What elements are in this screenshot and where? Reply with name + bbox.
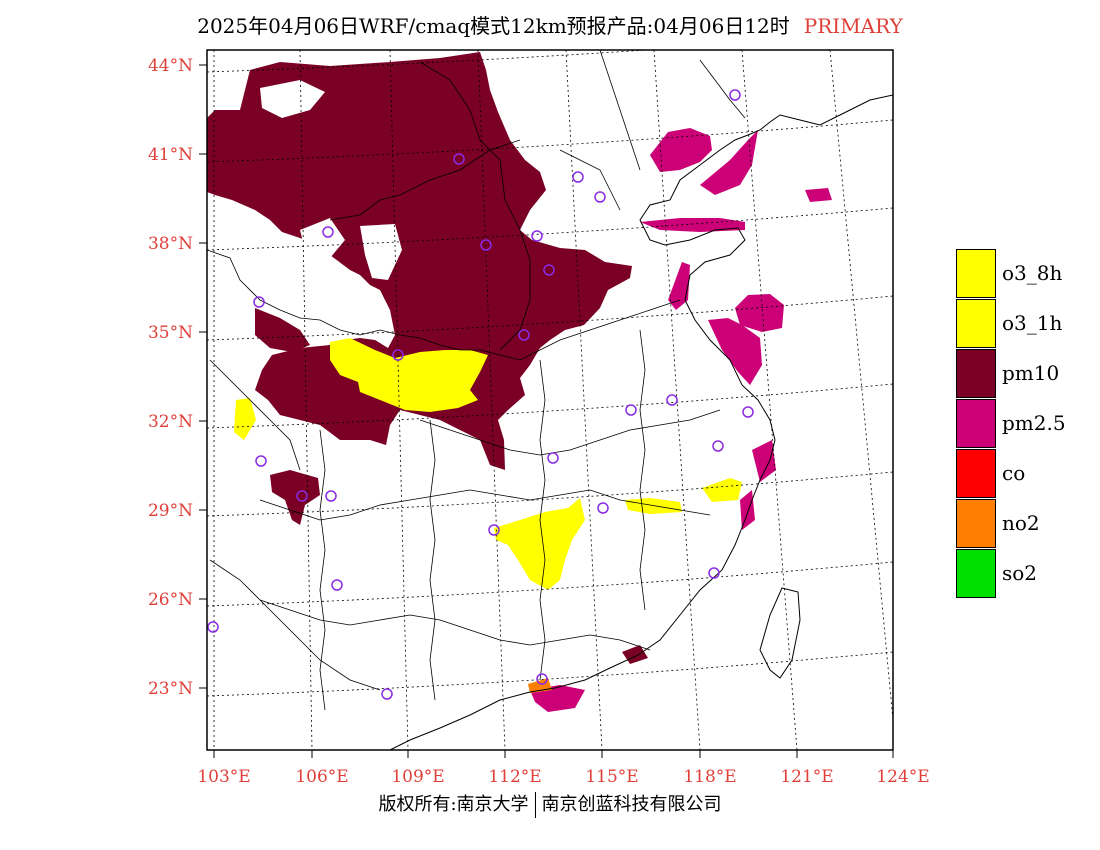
- graticule: [207, 50, 893, 750]
- lat-label: 38°N: [148, 234, 193, 254]
- legend-label: pm10: [1002, 361, 1060, 385]
- lat-label: 32°N: [148, 412, 193, 432]
- lon-label: 115°E: [585, 767, 638, 787]
- station-marker: [729, 89, 741, 101]
- legend-swatch: [956, 249, 996, 298]
- pm25-region-northeast: [650, 128, 712, 172]
- legend-label: so2: [1002, 561, 1038, 585]
- pm10-hole-2: [360, 224, 402, 280]
- station-marker: [322, 226, 334, 238]
- chart-title: 2025年04月06日WRF/cmaq模式12km预报产品:04月06日12时 P…: [0, 10, 1100, 39]
- map-content: [207, 50, 893, 750]
- station-marker: [594, 191, 606, 203]
- station-markers: [207, 89, 754, 700]
- station-marker: [597, 502, 609, 514]
- station-marker: [381, 688, 393, 700]
- o3-region-fujian: [625, 498, 682, 514]
- o3-region-jiangxi: [702, 478, 742, 502]
- legend-swatch: [956, 549, 996, 598]
- pm25-region-bohai: [668, 262, 690, 310]
- lat-label: 35°N: [148, 323, 193, 343]
- pm25-region-east: [752, 440, 776, 482]
- axis-ticks: [199, 64, 894, 758]
- lon-label: 124°E: [876, 767, 929, 787]
- station-marker: [712, 440, 724, 452]
- footer-right: 南京创蓝科技有限公司: [541, 794, 722, 815]
- station-marker: [453, 153, 465, 165]
- lon-label: 103°E: [197, 767, 250, 787]
- o3-region-central: [330, 338, 488, 412]
- taiwan-outline: [759, 587, 801, 679]
- title-main: 2025年04月06日WRF/cmaq模式12km预报产品:04月06日12时: [197, 14, 790, 38]
- station-marker: [392, 349, 404, 361]
- station-marker: [543, 264, 555, 276]
- title-primary-tag: PRIMARY: [803, 14, 903, 38]
- pm10-hole-1: [260, 80, 325, 118]
- station-marker: [296, 490, 308, 502]
- station-marker: [572, 171, 584, 183]
- station-marker: [708, 567, 720, 579]
- legend-label: o3_8h: [1002, 261, 1063, 285]
- pm25-region-hainan-coast: [530, 685, 585, 712]
- station-marker: [325, 490, 337, 502]
- lat-label: 23°N: [148, 679, 193, 699]
- province-borders: [207, 50, 746, 711]
- station-marker: [536, 673, 548, 685]
- map-frame: [206, 49, 894, 751]
- station-marker: [253, 296, 265, 308]
- station-marker: [742, 406, 754, 418]
- station-marker: [255, 455, 267, 467]
- lat-label: 26°N: [148, 590, 193, 610]
- legend-label: no2: [1002, 511, 1040, 535]
- pm25-region-hebei: [640, 218, 745, 232]
- pm25-region-shandong: [735, 294, 784, 332]
- lat-label: 41°N: [148, 145, 193, 165]
- pm10-region-west: [255, 308, 310, 352]
- o3-region-sichuan: [234, 398, 256, 440]
- lat-label: 29°N: [148, 501, 193, 521]
- lon-label: 118°E: [683, 767, 736, 787]
- legend-swatch: [956, 299, 996, 348]
- lon-label: 109°E: [391, 767, 444, 787]
- lat-label: 44°N: [148, 56, 193, 76]
- pm10-region-southwest: [270, 470, 320, 525]
- station-marker: [666, 394, 678, 406]
- footer-left: 版权所有:南京大学: [378, 794, 529, 815]
- station-marker: [207, 621, 219, 633]
- legend-swatch: [956, 399, 996, 448]
- station-marker: [531, 230, 543, 242]
- legend-label: co: [1002, 461, 1026, 485]
- legend-swatch: [956, 349, 996, 398]
- station-marker: [488, 524, 500, 536]
- pm25-region-jiangsu: [708, 318, 762, 385]
- station-marker: [518, 329, 530, 341]
- lon-label: 121°E: [780, 767, 833, 787]
- coastline: [389, 94, 893, 750]
- legend-swatch: [956, 449, 996, 498]
- legend-label: pm2.5: [1002, 411, 1066, 435]
- station-marker: [480, 239, 492, 251]
- station-marker: [547, 452, 559, 464]
- legend-swatch: [956, 499, 996, 548]
- footer-copyright: 版权所有:南京大学 南京创蓝科技有限公司: [0, 790, 1100, 818]
- pm10-hole-3: [300, 218, 345, 258]
- footer-separator: [534, 792, 536, 818]
- lon-label: 106°E: [295, 767, 348, 787]
- pm25-region-taiwan-north: [805, 188, 832, 202]
- lon-label: 112°E: [488, 767, 541, 787]
- o3-region-hunan: [494, 498, 585, 590]
- legend-label: o3_1h: [1002, 311, 1063, 335]
- pm25-region-northeast-2: [700, 130, 758, 195]
- station-marker: [331, 579, 343, 591]
- pm10-region-north: [207, 52, 632, 470]
- pm25-region-east-2: [740, 490, 755, 530]
- station-marker: [625, 404, 637, 416]
